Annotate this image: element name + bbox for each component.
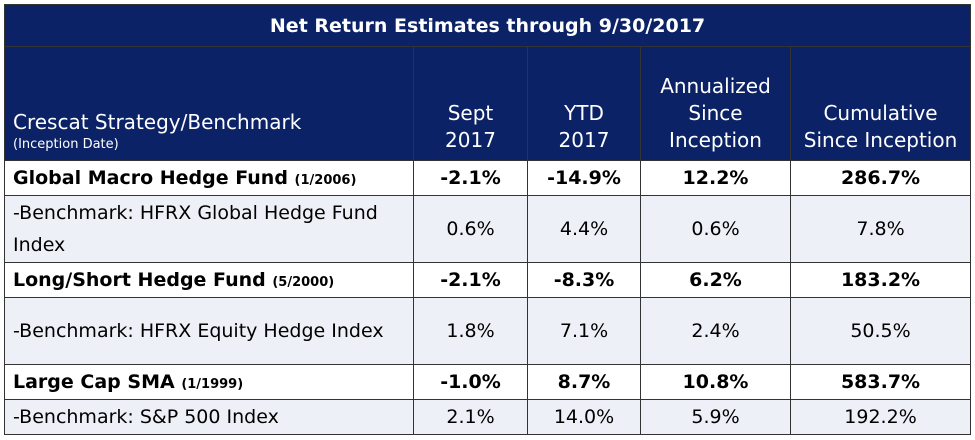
strategy-name: Large Cap SMA <box>13 371 175 393</box>
cell-cumulative: 192.2% <box>789 399 972 435</box>
cell-cumulative: 583.7% <box>789 364 972 400</box>
header-annualized: Annualized Since Inception <box>640 46 791 161</box>
cell-sept: 0.6% <box>413 195 528 263</box>
header-strategy: Crescat Strategy/Benchmark (Inception Dat… <box>4 46 414 161</box>
table-row: Large Cap SMA (1/1999) -1.0% 8.7% 10.8% 583.… <box>4 364 972 400</box>
cell-sept: -2.1% <box>413 160 528 196</box>
cell-annualized: 12.2% <box>640 160 791 196</box>
inception-date: (5/2000) <box>272 275 335 290</box>
cell-sept: 1.8% <box>413 297 528 365</box>
cell-annualized: 5.9% <box>640 399 791 435</box>
cell-annualized: 2.4% <box>640 297 791 365</box>
strategy-name: -Benchmark: HFRX Equity Hedge Index <box>13 320 384 342</box>
strategy-name: Long/Short Hedge Fund <box>13 269 266 291</box>
header-sept: Sept 2017 <box>413 46 528 161</box>
header-cumulative: Cumulative Since Inception <box>789 46 972 161</box>
row-name: Large Cap SMA (1/1999) <box>4 364 414 400</box>
cell-sept: -2.1% <box>413 262 528 298</box>
inception-date: (1/1999) <box>181 377 244 392</box>
header-strategy-label: Crescat Strategy/Benchmark <box>13 110 302 134</box>
row-name: -Benchmark: HFRX Equity Hedge Index <box>4 297 414 365</box>
table-row: -Benchmark: S&P 500 Index 2.1% 14.0% 5.9% 19… <box>4 399 972 435</box>
cell-ytd: -8.3% <box>527 262 641 298</box>
cell-cumulative: 183.2% <box>789 262 972 298</box>
cell-sept: -1.0% <box>413 364 528 400</box>
cell-sept: 2.1% <box>413 399 528 435</box>
cell-ytd: 7.1% <box>527 297 641 365</box>
cell-ytd: 4.4% <box>527 195 641 263</box>
cell-cumulative: 7.8% <box>789 195 972 263</box>
header-strategy-sub: (Inception Date) <box>13 137 119 152</box>
header-row: Crescat Strategy/Benchmark (Inception Dat… <box>4 46 972 161</box>
cell-annualized: 6.2% <box>640 262 791 298</box>
table-row: -Benchmark: HFRX Equity Hedge Index 1.8% 7… <box>4 297 972 365</box>
returns-table: Net Return Estimates through 9/30/2017 C… <box>3 4 972 435</box>
table-row: -Benchmark: HFRX Global Hedge Fund Index… <box>4 195 972 263</box>
strategy-name: -Benchmark: S&P 500 Index <box>13 406 279 428</box>
strategy-name: -Benchmark: HFRX Global Hedge Fund Index <box>13 202 378 256</box>
table-row: Long/Short Hedge Fund (5/2000) -2.1% -8.3%… <box>4 262 972 298</box>
cell-ytd: 8.7% <box>527 364 641 400</box>
cell-annualized: 0.6% <box>640 195 791 263</box>
cell-annualized: 10.8% <box>640 364 791 400</box>
inception-date: (1/2006) <box>294 173 357 188</box>
header-ytd: YTD 2017 <box>527 46 641 161</box>
cell-ytd: 14.0% <box>527 399 641 435</box>
row-name: Global Macro Hedge Fund (1/2006) <box>4 160 414 196</box>
cell-ytd: -14.9% <box>527 160 641 196</box>
strategy-name: Global Macro Hedge Fund <box>13 167 288 189</box>
row-name: -Benchmark: HFRX Global Hedge Fund Index <box>4 195 414 263</box>
row-name: Long/Short Hedge Fund (5/2000) <box>4 262 414 298</box>
cell-cumulative: 50.5% <box>789 297 972 365</box>
table-title: Net Return Estimates through 9/30/2017 <box>3 4 972 47</box>
row-name: -Benchmark: S&P 500 Index <box>4 399 414 435</box>
cell-cumulative: 286.7% <box>789 160 972 196</box>
table-row: Global Macro Hedge Fund (1/2006) -2.1% -14… <box>4 160 972 196</box>
